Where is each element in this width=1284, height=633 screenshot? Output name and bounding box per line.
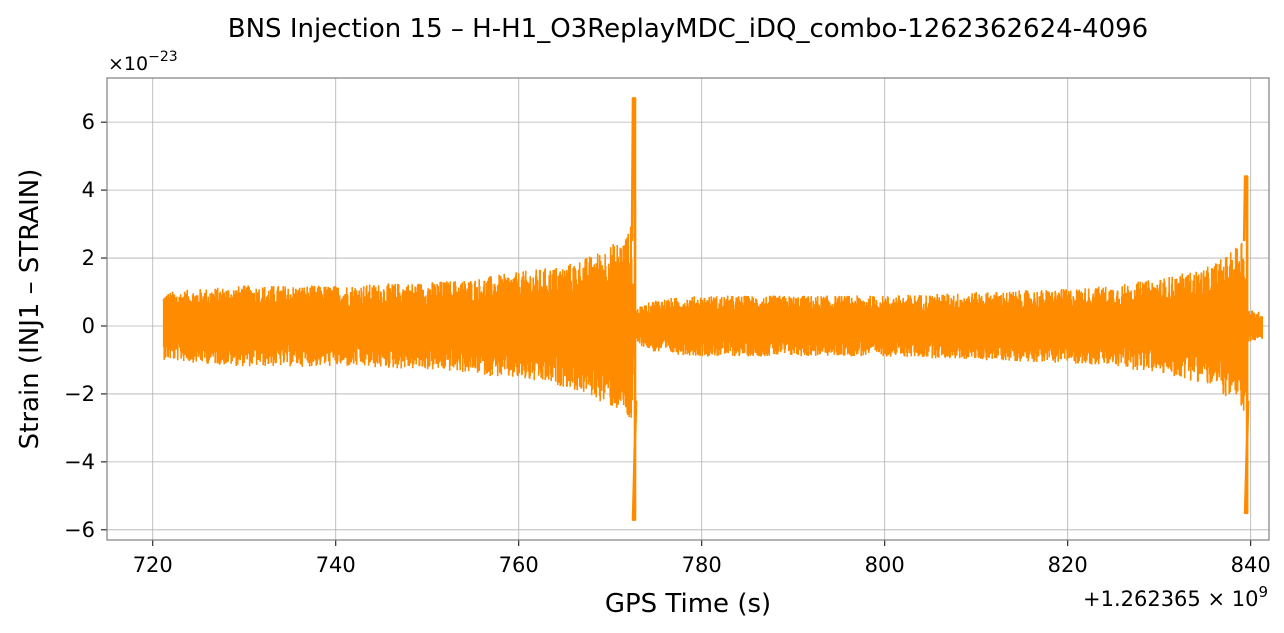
merger-peak xyxy=(1242,175,1250,515)
y-axis-label: Strain (INJ1 – STRAIN) xyxy=(15,169,45,450)
svg-text:×10−23: ×10−23 xyxy=(108,49,178,75)
y-tick-label: 0 xyxy=(82,314,95,338)
x-tick-label: 820 xyxy=(1048,553,1088,577)
merger-peak xyxy=(630,97,638,521)
x-tick-label: 720 xyxy=(133,553,173,577)
strain-series-line xyxy=(162,226,1263,418)
y-tick-label: 2 xyxy=(82,246,95,270)
chart-title: BNS Injection 15 – H-H1_O3ReplayMDC_iDQ_… xyxy=(228,14,1148,44)
x-axis-label: GPS Time (s) xyxy=(605,589,771,619)
y-tick-label: −2 xyxy=(64,382,95,406)
x-tick-label: 800 xyxy=(865,553,905,577)
x-tick-label: 740 xyxy=(316,553,356,577)
x-axis-ticks: 720 740 760 780 800 820 840 xyxy=(133,540,1271,577)
y-tick-label: −6 xyxy=(64,518,95,542)
y-tick-label: 6 xyxy=(82,110,95,134)
y-scale-label: ×10−23 xyxy=(108,49,178,75)
x-tick-label: 760 xyxy=(499,553,539,577)
x-tick-label: 840 xyxy=(1231,553,1271,577)
plot-frame xyxy=(106,77,1270,541)
series-layer xyxy=(162,97,1263,521)
svg-text:+1.262365 × 109: +1.262365 × 109 xyxy=(1083,583,1268,611)
x-tick-label: 780 xyxy=(682,553,722,577)
y-tick-label: −4 xyxy=(64,450,95,474)
y-tick-label: 4 xyxy=(82,178,95,202)
y-axis-ticks: −6 −4 −2 0 2 4 6 xyxy=(64,110,107,542)
x-offset-label: +1.262365 × 109 xyxy=(1083,583,1268,611)
